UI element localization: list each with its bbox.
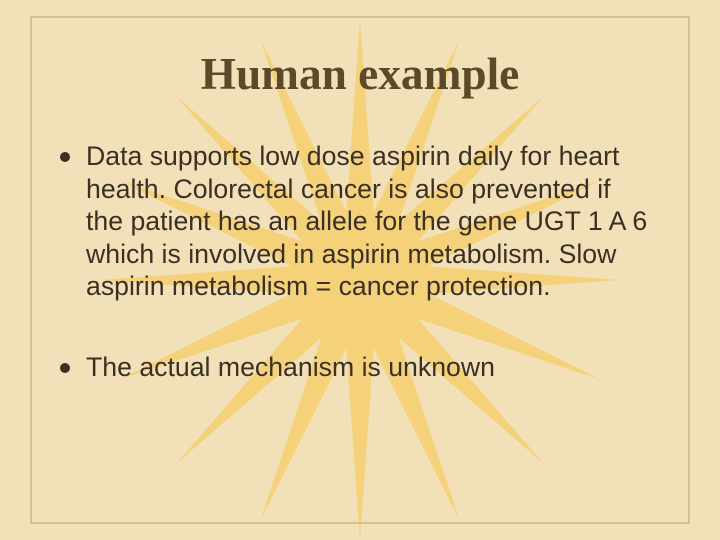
bullet-text: Data supports low dose aspirin daily for… [86,140,650,303]
bullet-icon [60,363,70,373]
slide-title: Human example [0,48,720,100]
bullet-icon [60,152,70,162]
bullet-text: The actual mechanism is unknown [86,351,650,384]
list-item: The actual mechanism is unknown [60,351,650,384]
list-item: Data supports low dose aspirin daily for… [60,140,650,303]
slide: Human example Data supports low dose asp… [0,0,720,540]
bullet-list: Data supports low dose aspirin daily for… [60,140,650,383]
